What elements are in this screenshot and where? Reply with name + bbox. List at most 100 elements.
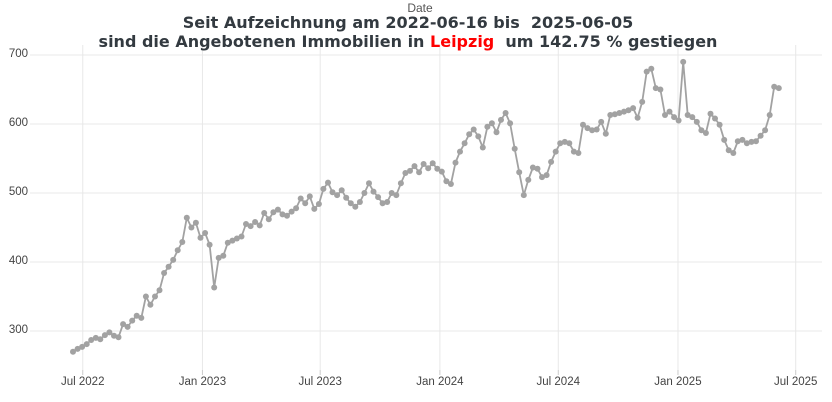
data-point[interactable] [488,120,495,127]
data-point[interactable] [739,136,746,143]
data-point[interactable] [639,98,646,105]
data-point[interactable] [466,131,473,138]
data-point[interactable] [438,168,445,175]
data-point[interactable] [425,165,432,172]
data-point[interactable] [693,118,700,125]
data-point[interactable] [539,174,545,181]
data-point[interactable] [138,314,145,321]
data-point[interactable] [575,150,582,156]
data-point[interactable] [511,145,518,152]
data-point[interactable] [183,214,190,221]
data-point[interactable] [265,216,272,223]
data-point[interactable] [684,112,691,118]
data-point[interactable] [274,206,281,213]
data-point[interactable] [689,114,696,121]
data-point[interactable] [211,284,218,291]
data-point[interactable] [356,199,363,205]
data-point[interactable] [630,105,637,112]
data-point[interactable] [602,130,609,137]
data-point[interactable] [461,140,468,147]
data-point[interactable] [753,138,759,145]
data-point[interactable] [302,200,309,207]
data-point[interactable] [434,165,441,172]
data-point[interactable] [716,121,723,128]
data-point[interactable] [247,223,254,230]
data-point[interactable] [70,348,76,355]
data-point[interactable] [170,256,177,263]
data-point[interactable] [534,165,541,172]
data-point[interactable] [92,334,99,341]
data-point[interactable] [288,208,295,215]
data-point[interactable] [224,239,231,246]
data-point[interactable] [616,110,623,116]
data-point[interactable] [188,224,195,231]
data-point[interactable] [306,193,313,200]
data-point[interactable] [215,254,222,261]
data-point[interactable] [580,121,586,128]
data-point[interactable] [416,169,423,176]
data-point[interactable] [101,332,108,339]
data-point[interactable] [174,247,181,254]
data-point[interactable] [589,127,596,134]
data-point[interactable] [338,187,345,194]
data-point[interactable] [88,337,95,343]
data-point[interactable] [607,112,614,118]
data-point[interactable] [557,140,564,147]
data-point[interactable] [447,181,454,187]
data-point[interactable] [311,205,318,212]
data-point[interactable] [625,107,632,114]
data-point[interactable] [529,164,536,171]
data-point[interactable] [293,205,300,212]
data-point[interactable] [666,108,673,115]
data-point[interactable] [133,312,140,319]
data-point[interactable] [634,114,641,121]
data-point[interactable] [584,125,591,132]
series-immobilien[interactable] [70,58,782,355]
data-point[interactable] [375,194,382,201]
data-point[interactable] [493,129,500,136]
data-point[interactable] [393,192,400,199]
data-point[interactable] [252,219,259,225]
data-point[interactable] [443,178,450,185]
data-point[interactable] [106,329,113,336]
data-point[interactable] [238,233,245,240]
data-point[interactable] [757,132,764,139]
data-point[interactable] [261,210,268,216]
data-point[interactable] [352,203,359,210]
data-point[interactable] [297,195,304,202]
data-point[interactable] [115,334,122,341]
data-point[interactable] [643,68,650,75]
data-point[interactable] [152,293,158,300]
data-point[interactable] [675,117,682,124]
data-point[interactable] [111,332,117,339]
data-point[interactable] [402,170,409,176]
data-point[interactable] [457,148,463,155]
data-point[interactable] [284,212,290,219]
data-point[interactable] [179,239,186,245]
data-point[interactable] [598,118,605,125]
data-point[interactable] [484,123,491,130]
data-point[interactable] [206,241,213,248]
data-point[interactable] [329,189,336,196]
data-point[interactable] [397,180,404,187]
data-point[interactable] [165,263,172,270]
data-point[interactable] [507,120,514,127]
data-point[interactable] [748,138,755,145]
data-point[interactable] [429,160,436,167]
data-point[interactable] [721,136,728,143]
data-point[interactable] [366,180,372,187]
data-point[interactable] [229,237,236,244]
data-point[interactable] [771,83,778,90]
data-point[interactable] [320,185,327,192]
data-point[interactable] [548,158,555,165]
data-point[interactable] [570,148,577,155]
data-point[interactable] [566,140,573,147]
data-point[interactable] [411,163,418,170]
data-point[interactable] [147,301,154,308]
data-point[interactable] [516,169,523,176]
data-point[interactable] [379,200,386,207]
data-point[interactable] [671,114,678,121]
data-point[interactable] [142,293,149,300]
data-point[interactable] [561,138,568,145]
